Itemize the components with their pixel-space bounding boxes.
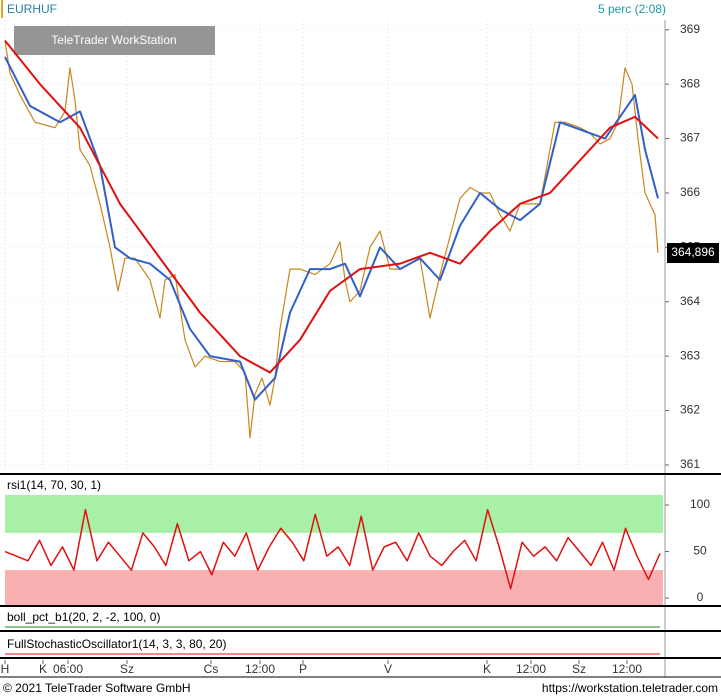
- oversold-zone: [5, 570, 663, 606]
- overbought-zone: [5, 495, 663, 533]
- x-tick-label: 12:00: [245, 662, 275, 676]
- last-value-label: 364,896: [671, 245, 715, 259]
- y-tick-label: 364: [680, 294, 700, 308]
- x-tick-label: 12:00: [612, 662, 642, 676]
- x-tick-label: P: [299, 662, 307, 676]
- y-tick-label: 0: [697, 590, 704, 604]
- x-tick-label: V: [384, 662, 392, 676]
- last-value-box: [667, 243, 719, 264]
- url: https://workstation.teletrader.com: [542, 681, 718, 695]
- series-line: [4, 40, 659, 439]
- watermark: TeleTrader WorkStation: [51, 33, 176, 47]
- x-tick-label: Sz: [120, 662, 134, 676]
- series-line: [4, 508, 661, 590]
- y-tick-label: 366: [680, 185, 700, 199]
- x-tick-label: 06:00: [53, 662, 83, 676]
- series-line: [4, 40, 659, 374]
- y-tick-label: 362: [680, 403, 700, 417]
- series-line: [4, 56, 659, 401]
- y-tick-label: 100: [690, 497, 710, 511]
- watermark-box: [14, 26, 215, 55]
- y-tick-label: 50: [693, 544, 707, 558]
- x-tick-label: Cs: [204, 662, 219, 676]
- y-tick-label: 368: [680, 76, 700, 90]
- panel-title: boll_pct_b1(20, 2, -2, 100, 0): [7, 610, 160, 624]
- y-tick-label: 369: [680, 22, 700, 36]
- x-tick-label: K: [483, 662, 491, 676]
- panel-title: rsi1(14, 70, 30, 1): [7, 478, 101, 492]
- panel-title: FullStochasticOscillator1(14, 3, 3, 80, …: [7, 637, 226, 651]
- y-tick-label: 361: [680, 457, 700, 471]
- y-tick-label: 363: [680, 348, 700, 362]
- symbol: EURHUF: [7, 2, 57, 16]
- x-tick-label: H: [1, 662, 10, 676]
- x-tick-label: K: [39, 662, 47, 676]
- x-tick-label: Sz: [572, 662, 586, 676]
- period: 5 perc (2:08): [598, 2, 666, 16]
- y-tick-label: 367: [680, 131, 700, 145]
- copyright: © 2021 TeleTrader Software GmbH: [3, 681, 191, 695]
- x-tick-label: 12:00: [516, 662, 546, 676]
